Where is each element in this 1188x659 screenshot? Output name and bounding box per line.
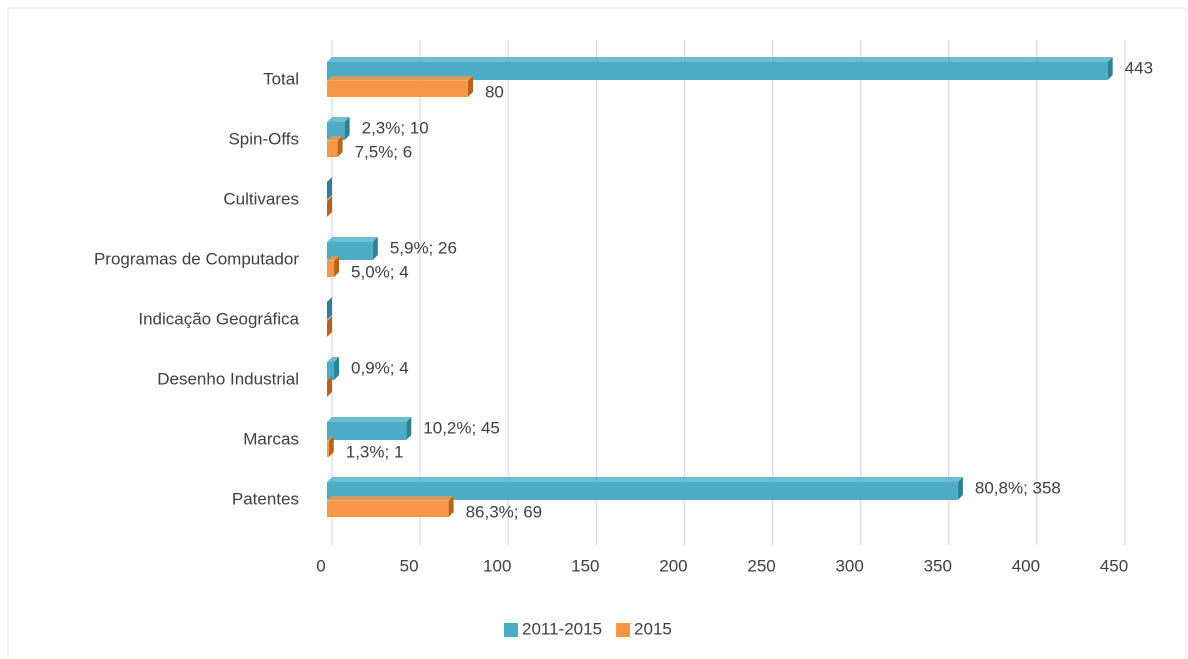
data-label: 86,3%; 69 — [466, 502, 543, 521]
x-tick-label: 350 — [924, 556, 952, 575]
bar — [327, 242, 373, 260]
bar-top — [327, 256, 340, 261]
bar-side — [406, 417, 412, 440]
y-tick-label: Marcas — [243, 429, 299, 448]
legend-label: 2015 — [634, 619, 672, 638]
bar-top — [327, 57, 1113, 62]
legend-label: 2011-2015 — [522, 619, 602, 638]
bar-side — [334, 357, 340, 380]
bar-side — [334, 256, 340, 277]
y-tick-label: Spin-Offs — [228, 129, 299, 148]
y-tick-label: Desenho Industrial — [157, 369, 299, 388]
bar-side — [327, 297, 332, 320]
y-tick-label: Cultivares — [223, 189, 299, 208]
bar — [327, 122, 345, 140]
bar-side — [448, 496, 454, 517]
bar-top — [327, 76, 473, 81]
data-label: 443 — [1125, 58, 1153, 77]
legend-swatch — [616, 623, 631, 637]
bar — [327, 441, 329, 457]
bar-side — [957, 477, 963, 500]
data-label: 80,8%; 358 — [975, 478, 1061, 497]
bar-top — [327, 496, 454, 501]
bar — [327, 62, 1108, 80]
x-tick-label: 300 — [835, 556, 863, 575]
x-tick-label: 400 — [1012, 556, 1040, 575]
bar-side — [328, 436, 334, 457]
bar — [327, 261, 335, 277]
data-label: 1,3%; 1 — [346, 442, 404, 461]
bar-side — [337, 136, 343, 157]
bar-top — [327, 477, 963, 482]
y-tick-label: Patentes — [232, 489, 299, 508]
x-tick-label: 100 — [483, 556, 511, 575]
bar — [327, 482, 958, 500]
bar-top — [327, 136, 343, 141]
x-tick-label: 200 — [659, 556, 687, 575]
data-label: 2,3%; 10 — [362, 118, 429, 137]
bar-top — [327, 237, 378, 242]
bar-side — [327, 177, 332, 200]
data-label: 10,2%; 45 — [423, 418, 500, 437]
bar — [327, 362, 335, 380]
data-label: 80 — [485, 82, 504, 101]
bar-side — [467, 76, 473, 97]
x-tick-label: 150 — [571, 556, 599, 575]
y-tick-label: Programas de Computador — [94, 249, 299, 268]
bar — [327, 141, 338, 157]
data-label: 5,0%; 4 — [351, 262, 409, 281]
legend-swatch — [504, 623, 518, 637]
bar-side — [344, 117, 350, 140]
bar — [327, 422, 407, 440]
x-tick-label: 0 — [316, 556, 325, 575]
y-tick-label: Indicação Geográfica — [138, 309, 299, 328]
bar — [327, 81, 468, 97]
x-tick-label: 50 — [400, 556, 419, 575]
bar-side — [372, 237, 378, 260]
bar-top — [327, 117, 350, 122]
x-tick-label: 250 — [747, 556, 775, 575]
data-label: 0,9%; 4 — [351, 358, 409, 377]
bar-top — [327, 417, 412, 422]
bar-side — [1107, 57, 1113, 80]
bar-side — [327, 196, 332, 217]
x-tick-label: 450 — [1100, 556, 1128, 575]
bar — [327, 501, 449, 517]
data-label: 5,9%; 26 — [390, 238, 457, 257]
bar-top — [327, 436, 334, 441]
chart-frame — [7, 7, 1187, 659]
y-tick-label: Total — [263, 69, 299, 88]
bar-side — [327, 376, 332, 397]
data-label: 7,5%; 6 — [355, 142, 413, 161]
bar-side — [327, 316, 332, 337]
bar-top — [327, 357, 340, 362]
